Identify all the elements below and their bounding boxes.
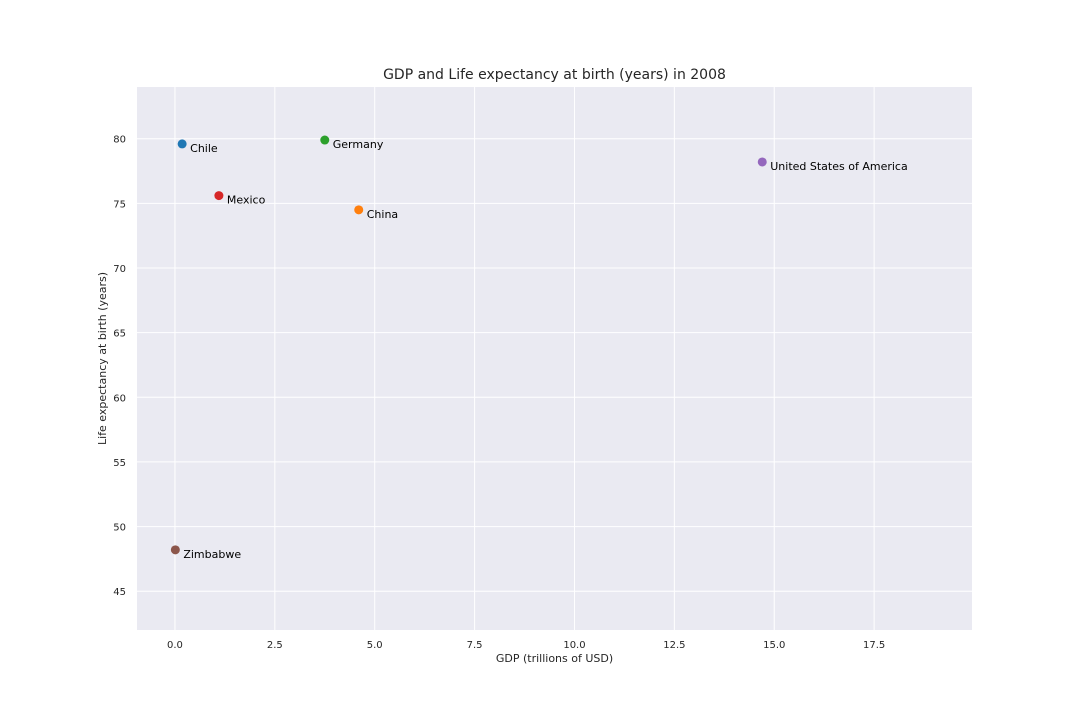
y-tick-label: 55 (113, 458, 126, 469)
data-points: Chile China Germany Mexico United States of … (170, 135, 908, 561)
data-point (177, 139, 187, 149)
x-tick-label: 0.0 (167, 640, 183, 651)
point-label: Germany (333, 138, 384, 151)
point-label: Chile (190, 142, 218, 155)
y-tick-label: 60 (113, 393, 126, 404)
point-label: Zimbabwe (183, 548, 241, 561)
x-tick-label: 10.0 (563, 640, 585, 651)
y-axis-label: Life expectancy at birth (years) (96, 272, 109, 445)
x-axis-label: GDP (trillions of USD) (496, 652, 613, 665)
chart-title: GDP and Life expectancy at birth (years)… (383, 67, 726, 83)
point-label: Mexico (227, 194, 266, 207)
data-point (757, 157, 767, 167)
y-tick-label: 80 (113, 135, 126, 146)
x-tick-label: 2.5 (267, 640, 283, 651)
x-tick-label: 15.0 (763, 640, 785, 651)
plot-area (137, 87, 972, 630)
point-label: China (367, 208, 398, 221)
y-tick-label: 50 (113, 523, 126, 534)
y-axis-ticks: 45 50 55 60 65 70 75 80 (113, 135, 126, 599)
data-point (214, 191, 224, 201)
data-point (354, 205, 364, 215)
y-tick-label: 70 (113, 264, 126, 275)
x-axis-ticks: 0.0 2.5 5.0 7.5 10.0 12.5 15.0 17.5 (167, 640, 885, 651)
x-tick-label: 17.5 (863, 640, 885, 651)
x-tick-label: 5.0 (367, 640, 383, 651)
x-tick-label: 7.5 (467, 640, 483, 651)
point-label: United States of America (770, 160, 907, 173)
data-point (170, 545, 180, 555)
y-tick-label: 65 (113, 329, 126, 340)
data-point (320, 135, 330, 145)
grid-lines (137, 87, 972, 630)
x-tick-label: 12.5 (663, 640, 685, 651)
y-tick-label: 75 (113, 199, 126, 210)
y-tick-label: 45 (113, 587, 126, 598)
